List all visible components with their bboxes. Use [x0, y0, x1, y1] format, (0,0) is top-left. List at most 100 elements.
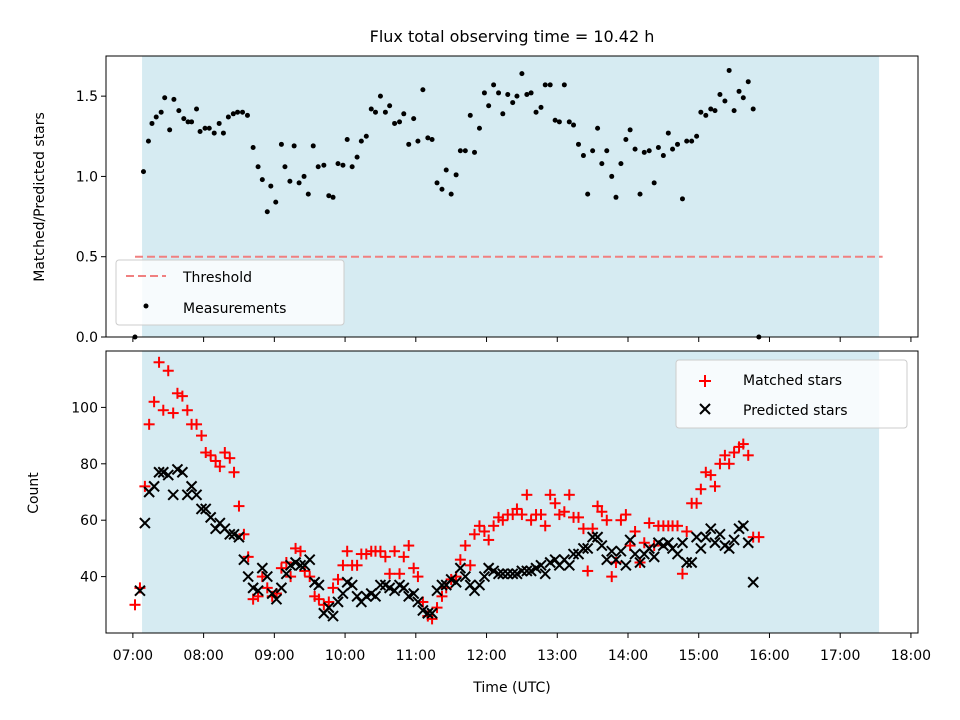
predicted-star-point	[535, 559, 547, 572]
bottom-y-tick-label: 40	[80, 570, 98, 586]
measurement-point	[354, 154, 360, 160]
measurement-point	[528, 90, 534, 96]
matched-star-point	[205, 449, 217, 461]
matched-star-point	[238, 528, 250, 540]
matched-star-point	[488, 520, 500, 532]
measurement-point	[145, 138, 151, 144]
measurement-point	[162, 95, 168, 101]
measurement-point	[627, 127, 633, 133]
measurement-point	[194, 106, 200, 112]
measurement-point	[740, 95, 746, 101]
bottom-legend-box	[675, 359, 908, 429]
matched-star-point	[313, 593, 325, 605]
bottom-panel: 40 60 80 100 07:00 08:00 09:00 10:00 11:00 12:00…	[26, 350, 931, 696]
predicted-star-point	[643, 542, 655, 555]
matched-star-point	[742, 449, 754, 461]
predicted-star-point	[436, 579, 448, 591]
matched-star-point	[521, 489, 533, 501]
matched-star-point	[577, 523, 589, 535]
predicted-star-point	[567, 548, 580, 560]
predicted-star-point	[233, 531, 245, 543]
measurement-point	[613, 194, 619, 200]
matched-star-point	[558, 506, 570, 518]
predicted-star-point	[313, 579, 325, 591]
measurement-point	[216, 120, 222, 126]
measurement-point	[240, 109, 246, 115]
measurement-point	[411, 116, 417, 122]
predicted-star-point	[492, 568, 505, 580]
measurement-point	[604, 148, 610, 154]
predicted-star-point	[615, 545, 627, 557]
measurement-point	[230, 111, 236, 117]
matched-star-point	[436, 590, 448, 602]
matched-star-point	[483, 534, 495, 546]
measurement-point	[158, 109, 164, 115]
measurement-point	[291, 143, 297, 149]
measurement-point	[259, 177, 265, 183]
matched-star-point	[228, 466, 240, 478]
top-y-axis-label: Matched/Predicted stars	[32, 112, 48, 282]
measurement-point	[547, 82, 553, 88]
x-tick-label: 10:00	[325, 648, 365, 664]
measurement-point	[660, 153, 666, 159]
predicted-star-point	[577, 542, 590, 555]
measurement-point	[392, 120, 398, 126]
predicted-star-point	[369, 590, 382, 603]
predicted-star-point	[261, 570, 273, 583]
measurement-point	[641, 149, 647, 155]
predicted-star-point	[185, 480, 198, 493]
measurement-point	[590, 148, 596, 154]
measurement-point	[665, 130, 671, 136]
matched-star-point	[327, 582, 339, 594]
measurement-point	[467, 112, 473, 118]
predicted-star-point	[606, 545, 618, 557]
matched-star-point	[162, 365, 174, 377]
predicted-star-point	[676, 537, 689, 549]
matched-star-point	[224, 452, 236, 464]
predicted-star-point	[620, 559, 632, 572]
matched-star-point	[737, 438, 749, 450]
predicted-star-point	[294, 559, 307, 572]
predicted-star-point	[398, 582, 410, 594]
measurement-point	[684, 138, 690, 144]
measurement-point	[220, 130, 226, 136]
measurement-point	[429, 136, 435, 142]
measurement-point	[745, 79, 751, 85]
measurement-point	[524, 92, 530, 98]
matched-star-point	[459, 540, 471, 552]
predicted-star-point	[478, 570, 491, 583]
measurement-point	[434, 180, 440, 186]
measurement-point	[439, 186, 445, 192]
measurement-point	[481, 90, 487, 96]
measurement-point	[750, 106, 756, 112]
measurement-point	[726, 67, 732, 73]
legend-predicted-swatch	[699, 403, 711, 415]
predicted-star-point	[337, 587, 349, 600]
top-y-tick-label: 0.5	[76, 250, 98, 266]
matched-star-point	[389, 545, 401, 557]
predicted-stars-points	[134, 463, 759, 622]
measurement-point	[305, 191, 311, 197]
matched-star-point	[549, 497, 561, 509]
matched-star-point	[719, 449, 731, 461]
measurement-point	[670, 146, 676, 152]
x-tick-label: 08:00	[183, 648, 223, 664]
measurement-point	[296, 180, 302, 186]
matched-star-point	[643, 517, 655, 529]
measurement-point	[736, 88, 742, 94]
predicted-star-point	[497, 568, 509, 580]
matched-star-point	[478, 525, 490, 537]
measurement-point	[397, 119, 403, 125]
predicted-star-point	[681, 556, 693, 569]
predicted-star-point	[450, 576, 462, 588]
measurement-point	[250, 145, 256, 151]
measurement-point	[561, 82, 567, 88]
measurement-point	[694, 133, 700, 139]
x-tick-label: 14:00	[608, 648, 648, 664]
measurement-point	[542, 82, 548, 88]
matched-star-point	[195, 430, 207, 442]
measurement-point	[585, 191, 591, 197]
measurement-point	[415, 138, 421, 144]
matched-star-point	[596, 506, 608, 518]
measurement-point	[176, 108, 182, 114]
